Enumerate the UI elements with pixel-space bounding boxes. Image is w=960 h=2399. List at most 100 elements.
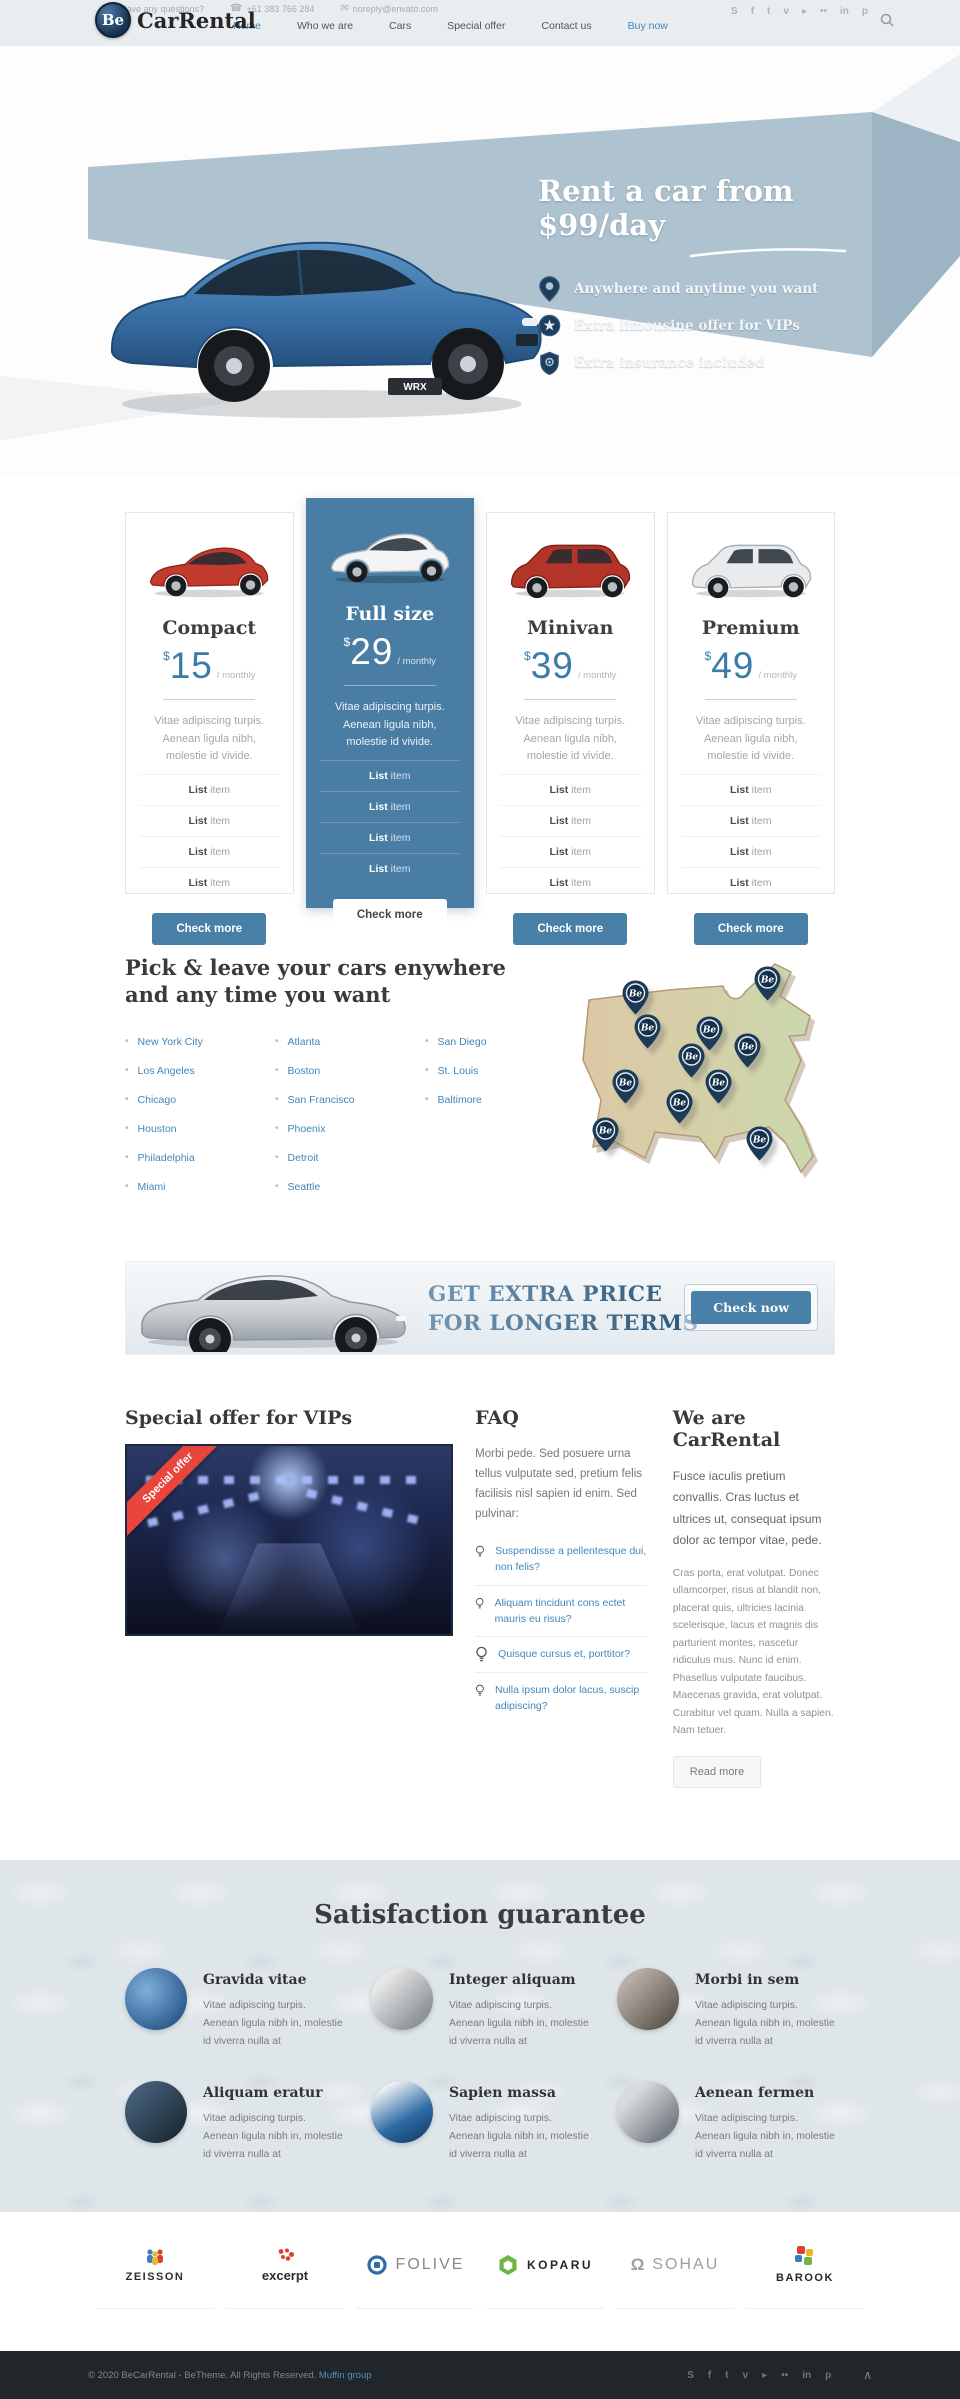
city-link-baltimore[interactable]: • Baltimore [425, 1093, 482, 1106]
check-more-button[interactable]: Check more [332, 898, 447, 931]
linkedin-icon[interactable]: in [840, 6, 849, 17]
youtube-icon[interactable]: ▸ [801, 6, 807, 17]
svg-text:Be: Be [598, 1127, 613, 1137]
facebook-icon[interactable]: f [707, 2369, 712, 2381]
map-pin[interactable]: Be [705, 1069, 732, 1104]
city-link-san-francisco[interactable]: • San Francisco [275, 1093, 355, 1106]
topbar-question: Have any questions? [120, 3, 205, 14]
city-link-miami[interactable]: • Miami [125, 1180, 166, 1193]
feature-photo-blue-car [371, 2081, 433, 2144]
pinterest-icon[interactable]: p [825, 2369, 832, 2381]
youtube-icon[interactable]: ▸ [762, 2369, 768, 2381]
pricing-section: Compact $15/ monthly Vitae adipiscing tu… [125, 498, 835, 945]
flickr-icon[interactable]: •• [819, 6, 827, 17]
brand-logo-row: ZEISSON excerpt FOLIVE KOPARU Ω SOHAU BA… [90, 2246, 870, 2310]
check-more-button[interactable]: Check more [693, 912, 808, 945]
brand-zeisson[interactable]: ZEISSON [96, 2246, 214, 2310]
brand-sohau[interactable]: Ω SOHAU [616, 2246, 734, 2310]
check-more-button[interactable]: Check more [152, 912, 267, 945]
twitter-icon[interactable]: t [725, 2369, 729, 2381]
topbar-email[interactable]: ✉ noreply@envato.com [340, 3, 438, 14]
back-to-top-icon[interactable]: ∧ [863, 2368, 872, 2383]
list-item: List item [500, 773, 641, 805]
map-pin[interactable]: Be [612, 1069, 639, 1104]
locations-section: Pick & leave your cars enywhere and any t… [125, 954, 835, 1205]
twitter-icon[interactable]: t [767, 6, 771, 17]
banner-car-image [140, 1274, 406, 1352]
city-link-houston[interactable]: • Houston [125, 1122, 177, 1135]
muffin-group-link[interactable]: Muffin group [318, 2369, 372, 2381]
pricing-card-title: Compact [162, 617, 257, 639]
city-link-phoenix[interactable]: • Phoenix [275, 1122, 326, 1135]
brand-excerpt[interactable]: excerpt [226, 2246, 344, 2310]
linkedin-icon[interactable]: in [802, 2369, 812, 2381]
map-pin[interactable]: Be [666, 1089, 693, 1124]
nav-item-buy-now[interactable]: Buy now [627, 20, 668, 32]
map-pin[interactable]: Be [634, 1014, 661, 1049]
check-now-button[interactable]: Check now [691, 1290, 811, 1324]
map-pin[interactable]: Be [734, 1033, 761, 1068]
city-link-detroit[interactable]: • Detroit [275, 1151, 319, 1164]
pricing-feature-list: List item List item List item List item [139, 773, 280, 898]
check-more-button[interactable]: Check more [513, 912, 628, 945]
map-pin[interactable]: Be [746, 1126, 773, 1161]
skype-icon[interactable]: S [731, 6, 738, 17]
read-more-button[interactable]: Read more [672, 1755, 762, 1788]
list-item: List item [139, 773, 280, 805]
limousine-photo[interactable]: Special offer [125, 1443, 454, 1636]
nav-item-special-offer[interactable]: Special offer [447, 20, 506, 32]
skype-icon[interactable]: S [687, 2369, 694, 2381]
map-pin[interactable]: Be [592, 1117, 619, 1152]
brand-barook[interactable]: BAROOK [746, 2246, 864, 2310]
svg-text:Be: Be [628, 990, 643, 1000]
map-pin[interactable]: Be [696, 1016, 723, 1051]
nav-item-contact-us[interactable]: Contact us [541, 20, 592, 32]
brand-koparu[interactable]: KOPARU [486, 2246, 604, 2310]
compact-car-image [139, 529, 280, 601]
svg-text:Be: Be [640, 1024, 655, 1034]
city-link-atlanta[interactable]: • Atlanta [275, 1035, 321, 1048]
hero-bullet-text: Extra limousine offer for VIPs [574, 318, 800, 334]
zeisson-logo-icon [147, 2248, 163, 2265]
svg-text:Be: Be [760, 976, 775, 986]
limo-aisle [217, 1543, 361, 1634]
full-size-car-image [320, 515, 461, 587]
nav-item-who-we-are[interactable]: Who we are [297, 20, 354, 32]
faq-question-1[interactable]: Suspendisse a pellentesque dui, non feli… [475, 1534, 647, 1586]
map-pin[interactable]: Be [754, 966, 781, 1001]
vimeo-icon[interactable]: v [742, 2369, 749, 2381]
city-link-boston[interactable]: • Boston [275, 1064, 321, 1077]
hero-background-shapes [0, 54, 960, 441]
card-divider [704, 699, 797, 700]
map-pin[interactable]: Be [622, 980, 649, 1015]
faq-column: FAQ Morbi pede. Sed posuere urna tellus … [475, 1407, 647, 1788]
vip-heading: Special offer for VIPs [125, 1406, 353, 1429]
pinterest-icon[interactable]: p [861, 6, 868, 17]
limo-ceiling-lights [146, 1475, 432, 1484]
logo[interactable]: Be CarRental [95, 2, 256, 38]
nav-item-cars[interactable]: Cars [389, 20, 412, 32]
search-icon[interactable] [880, 13, 894, 32]
facebook-icon[interactable]: f [750, 6, 755, 17]
faq-question-4[interactable]: Nulla ipsum dolor lacus, suscip adipisci… [475, 1673, 647, 1724]
city-link-chicago[interactable]: • Chicago [125, 1093, 177, 1106]
nav-item-home[interactable]: Home [233, 20, 262, 32]
city-link-new-york-city[interactable]: • New York City [125, 1035, 203, 1048]
price-number: 39 [530, 645, 574, 686]
city-link-san-diego[interactable]: • San Diego [425, 1035, 487, 1048]
city-link-seattle[interactable]: • Seattle [275, 1180, 321, 1193]
svg-text:Be: Be [752, 1136, 767, 1146]
flickr-icon[interactable]: •• [781, 2369, 789, 2381]
faq-question-3[interactable]: Quisque cursus et, porttitor? [475, 1637, 647, 1674]
brand-folive[interactable]: FOLIVE [356, 2246, 474, 2310]
faq-question-2[interactable]: Aliquam tincidunt cons ectet mauris eu r… [475, 1586, 647, 1638]
city-link-st-louis[interactable]: • St. Louis [425, 1064, 479, 1077]
price-number: 49 [711, 645, 755, 686]
city-link-philadelphia[interactable]: • Philadelphia [125, 1151, 195, 1164]
vimeo-icon[interactable]: v [783, 6, 789, 17]
city-link-los-angeles[interactable]: • Los Angeles [125, 1064, 195, 1077]
main-nav: Home Who we are Cars Special offer Conta… [215, 14, 686, 38]
map-pin[interactable]: Be [678, 1043, 705, 1078]
svg-text:Be: Be [618, 1079, 633, 1089]
pricing-card-title: Full size [345, 603, 435, 625]
